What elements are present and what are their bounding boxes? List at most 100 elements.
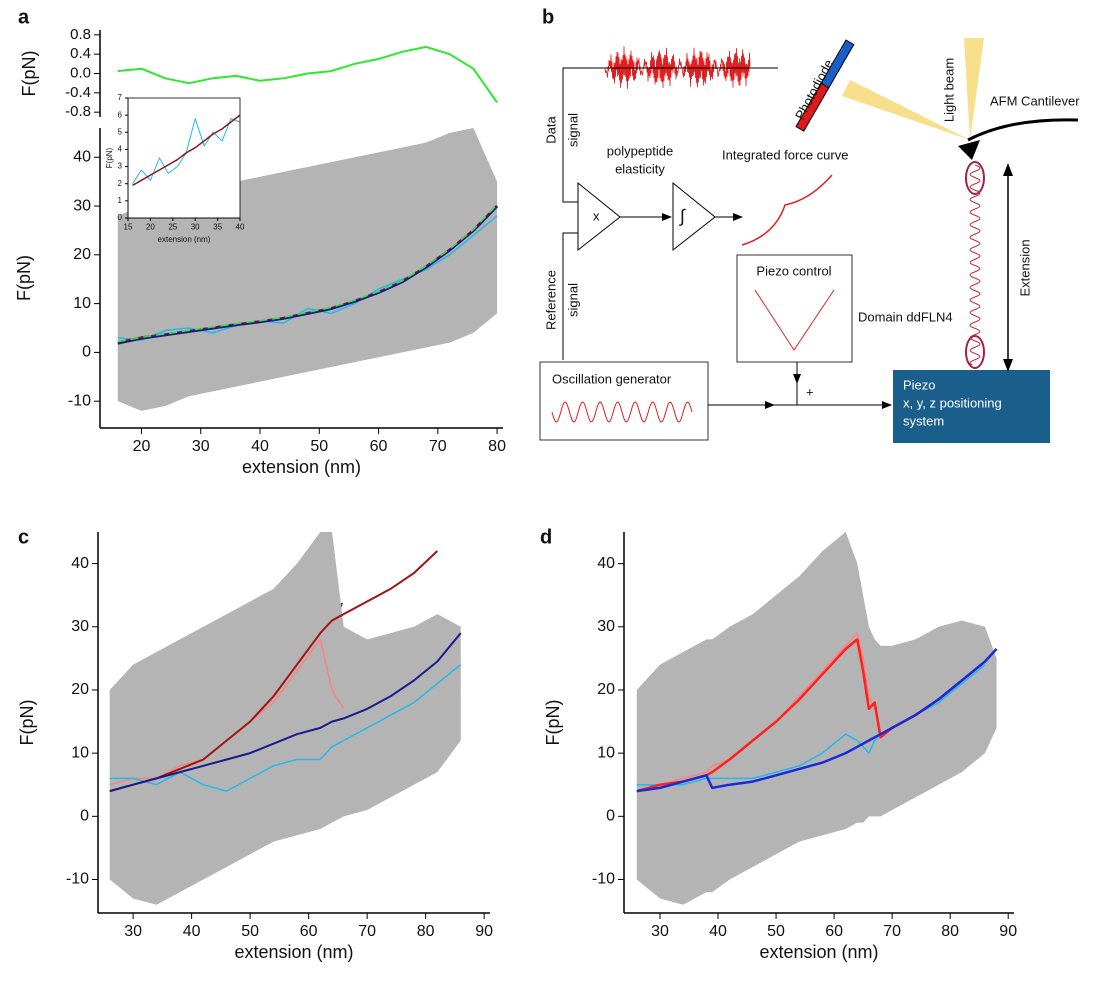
panel-label: a bbox=[18, 6, 30, 28]
y-axis-label: F(pN) bbox=[105, 147, 114, 168]
data-line bbox=[109, 664, 462, 792]
x-tick-label: 25 bbox=[168, 223, 177, 232]
y-tick-label: 6 bbox=[118, 110, 123, 119]
y-tick-label: -10 bbox=[592, 871, 615, 888]
y-tick-label: 20 bbox=[73, 246, 91, 263]
data-line bbox=[636, 648, 998, 793]
y-tick-label: 0 bbox=[118, 213, 123, 222]
x-tick-label: 50 bbox=[767, 923, 785, 940]
arrowhead bbox=[793, 374, 801, 384]
data-line bbox=[117, 204, 498, 343]
label: signal bbox=[565, 283, 580, 317]
x-tick-label: 80 bbox=[941, 923, 959, 940]
sine-icon bbox=[551, 401, 693, 423]
data-line bbox=[109, 550, 438, 793]
x-tick-label: 70 bbox=[429, 438, 447, 455]
y-tick-label: 4 bbox=[118, 145, 123, 154]
y-tick-label: 0.8 bbox=[70, 26, 91, 43]
light-beam bbox=[842, 80, 970, 140]
data-line bbox=[117, 215, 498, 341]
y-tick-label: -0.4 bbox=[65, 84, 91, 101]
x-axis-label: extension (nm) bbox=[234, 942, 353, 962]
x-tick-label: 30 bbox=[192, 438, 210, 455]
y-tick-label: 7 bbox=[118, 93, 123, 102]
x-tick-label: 80 bbox=[488, 438, 506, 455]
piezo-control-box bbox=[736, 254, 853, 363]
y-tick-label: 2 bbox=[118, 179, 123, 188]
x-axis-label: extension (nm) bbox=[158, 235, 211, 244]
label: Oscillation generator bbox=[552, 371, 672, 386]
y-tick-label: 40 bbox=[71, 555, 89, 572]
panel-label: c bbox=[18, 526, 29, 548]
integrator bbox=[672, 181, 716, 252]
chart: 0.8 0.4 0.0 -0.4 -0.8 F(pN) bbox=[19, 26, 498, 120]
photodiode bbox=[795, 39, 855, 132]
chain bbox=[969, 164, 981, 366]
sine bbox=[551, 401, 693, 423]
label: polypeptide bbox=[607, 143, 674, 158]
x-tick-label: 60 bbox=[370, 438, 388, 455]
x-tick-label: 30 bbox=[124, 923, 142, 940]
y-tick-label: 3 bbox=[118, 162, 123, 171]
domain-icon bbox=[965, 161, 985, 195]
y-tick-label: 0 bbox=[606, 808, 615, 825]
panel-label: b bbox=[542, 6, 554, 28]
y-tick-label: 20 bbox=[71, 681, 89, 698]
label: Light beam bbox=[941, 58, 956, 122]
x-tick-label: 15 bbox=[124, 223, 133, 232]
y-tick-label: 30 bbox=[597, 618, 615, 635]
label: Piezo bbox=[903, 377, 936, 392]
domain-icon bbox=[965, 335, 985, 369]
label: x bbox=[593, 208, 600, 223]
y-tick-label: 10 bbox=[73, 295, 91, 312]
x-tick-label: 40 bbox=[236, 223, 245, 232]
data-line bbox=[117, 45, 498, 104]
label: x, y, z positioning bbox=[903, 395, 1002, 410]
arrowhead bbox=[1003, 163, 1013, 176]
arrowhead bbox=[1003, 359, 1013, 372]
y-tick-label: 1 bbox=[118, 196, 123, 205]
arrowhead bbox=[882, 401, 892, 409]
y-axis-label: F(pN) bbox=[543, 700, 563, 746]
label: ∫ bbox=[678, 206, 686, 226]
x-tick-label: 40 bbox=[251, 438, 269, 455]
x-tick-label: 20 bbox=[146, 223, 155, 232]
data-line bbox=[132, 114, 241, 187]
x-tick-label: 20 bbox=[133, 438, 151, 455]
noise-band bbox=[636, 532, 997, 905]
data-signal-line bbox=[562, 67, 778, 203]
data-line bbox=[109, 632, 462, 793]
x-axis-label: extension (nm) bbox=[759, 942, 878, 962]
y-tick-label: 30 bbox=[73, 197, 91, 214]
x-tick-label: 60 bbox=[825, 923, 843, 940]
x-axis-label: extension (nm) bbox=[242, 457, 361, 477]
y-tick-label: 0.0 bbox=[70, 64, 91, 81]
y-tick-label: -0.8 bbox=[65, 103, 91, 120]
y-tick-label: 5 bbox=[118, 127, 123, 136]
x-tick-label: 30 bbox=[651, 923, 669, 940]
y-tick-label: 20 bbox=[597, 681, 615, 698]
chart: -10 0 10 20 30 40 30 40 50 60 70 80 90 extension (nm)… bbox=[540, 526, 1017, 961]
label: Reference bbox=[543, 270, 558, 330]
x-tick-label: 80 bbox=[417, 923, 435, 940]
y-tick-label: 0 bbox=[80, 808, 89, 825]
x-tick-label: 90 bbox=[999, 923, 1017, 940]
y-tick-label: -10 bbox=[66, 871, 89, 888]
y-tick-label: 0.4 bbox=[70, 45, 91, 62]
x-tick-label: 40 bbox=[183, 923, 201, 940]
panel-label: d bbox=[540, 526, 552, 548]
tip bbox=[958, 140, 980, 160]
chart: 0 1 2 3 4 5 6 7 15 20 25 30 35 40 extension (nm) F(pN) bbox=[105, 93, 245, 244]
reference-line bbox=[562, 232, 578, 360]
x-tick-label: 90 bbox=[475, 923, 493, 940]
label: system bbox=[903, 413, 944, 428]
label: Piezo control bbox=[756, 263, 831, 278]
label: elasticity bbox=[615, 161, 665, 176]
cantilever bbox=[967, 118, 1079, 142]
arrowhead bbox=[733, 213, 743, 221]
noise-band bbox=[109, 532, 461, 905]
label: + bbox=[806, 384, 814, 399]
waveform bbox=[604, 46, 751, 89]
piezo-box bbox=[893, 370, 1050, 443]
arrowhead bbox=[662, 213, 672, 221]
